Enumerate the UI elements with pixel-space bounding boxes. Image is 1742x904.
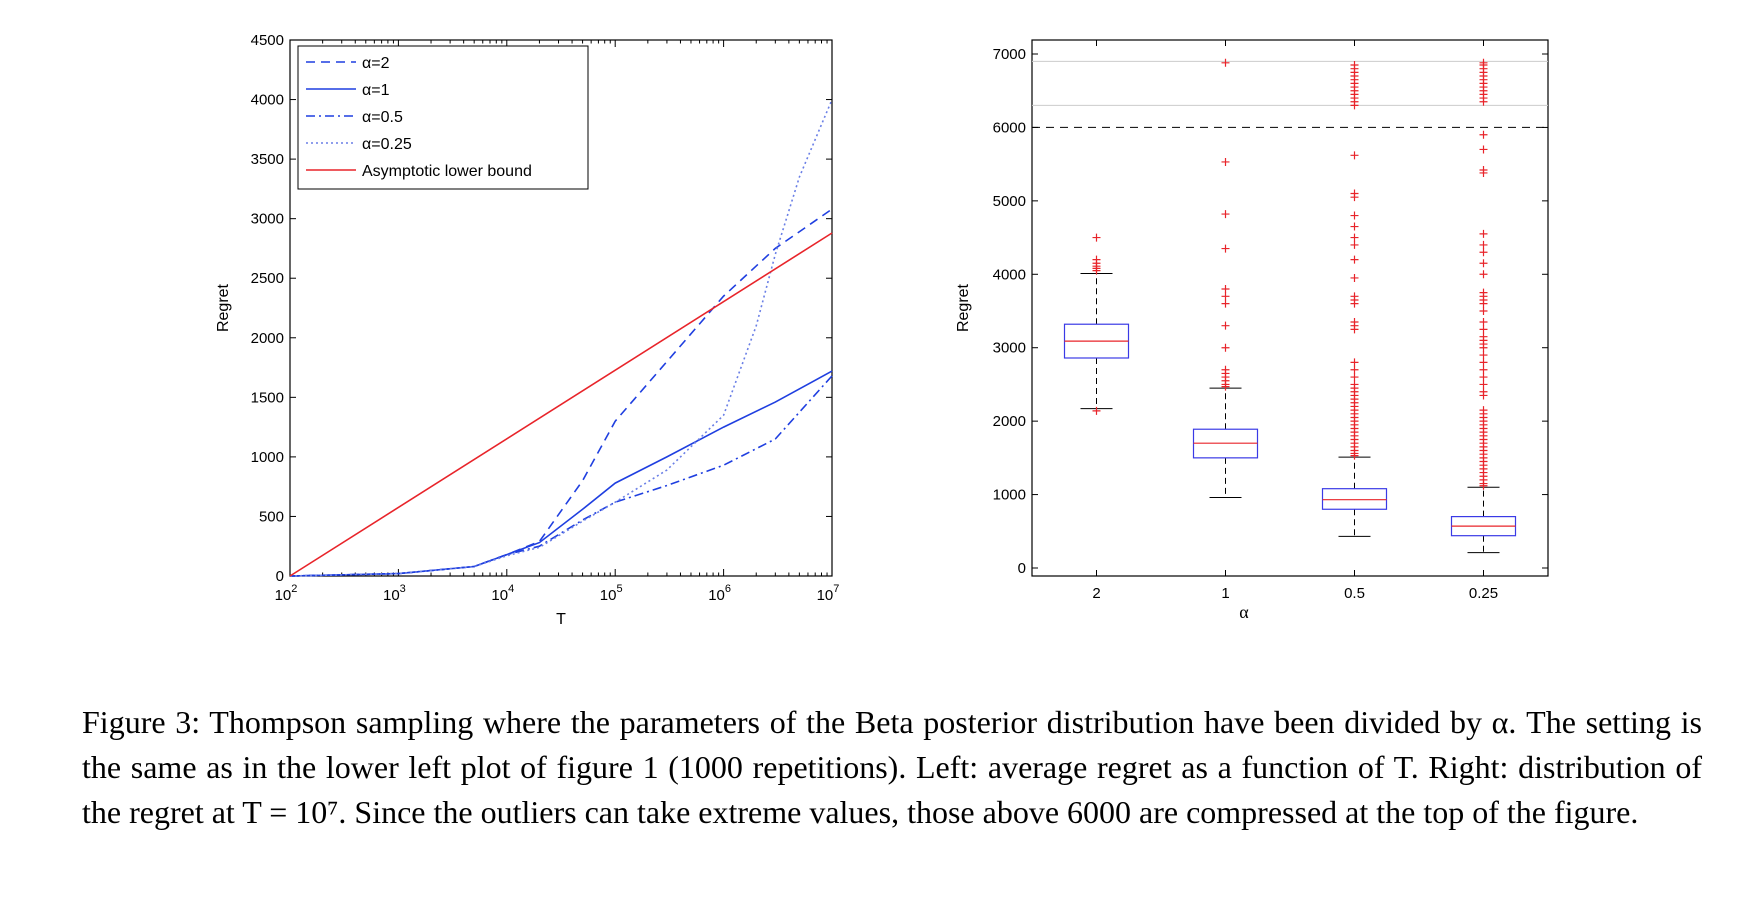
outlier-marker	[1350, 151, 1359, 160]
series-line	[289, 232, 833, 577]
y-tick-label: 1000	[993, 487, 1026, 504]
outlier-marker	[1479, 240, 1488, 249]
outlier-marker	[1479, 365, 1488, 374]
x-tick-label: 106	[708, 583, 731, 604]
outlier-marker	[1221, 58, 1230, 67]
outlier-marker	[1221, 299, 1230, 308]
right-axes-frame	[1031, 39, 1549, 577]
outlier-marker	[1350, 373, 1359, 382]
outlier-marker	[1479, 145, 1488, 154]
outlier-marker	[1479, 358, 1488, 367]
y-axis-label: Regret	[215, 283, 232, 332]
y-tick-label: 4000	[993, 266, 1026, 283]
box	[1321, 488, 1388, 510]
outlier-marker	[1350, 365, 1359, 374]
outlier-marker	[1221, 321, 1230, 330]
series-line	[289, 99, 833, 577]
series-line	[289, 208, 833, 577]
y-tick-label: 2000	[993, 413, 1026, 430]
y-tick-label: 7000	[993, 46, 1026, 63]
outlier-marker	[1221, 284, 1230, 293]
outlier-marker	[1350, 318, 1359, 327]
outlier-marker	[1092, 406, 1101, 415]
outlier-marker	[1479, 307, 1488, 315]
outlier-marker	[1221, 244, 1230, 253]
outlier-marker	[1350, 189, 1359, 198]
x-tick-label: 107	[817, 583, 840, 604]
y-tick-label: 5000	[993, 193, 1026, 210]
x-tick-label: 103	[383, 583, 406, 604]
outlier-marker	[1221, 210, 1230, 219]
outlier-marker	[1221, 343, 1230, 352]
y-tick-label: 1500	[251, 389, 284, 406]
outlier-marker	[1479, 332, 1488, 341]
y-tick-label: 500	[259, 508, 284, 525]
outlier-marker	[1479, 351, 1488, 360]
y-tick-label: 6000	[993, 119, 1026, 136]
x-tick-label: 0.25	[1469, 585, 1498, 602]
y-tick-label: 1000	[251, 449, 284, 466]
outlier-marker	[1479, 387, 1488, 396]
outlier-marker	[1479, 318, 1488, 327]
y-tick-label: 4000	[251, 92, 284, 109]
x-tick-label: 105	[600, 583, 623, 604]
y-tick-label: 3000	[993, 340, 1026, 357]
outlier-marker	[1350, 358, 1359, 367]
x-axis-label: T	[556, 611, 566, 628]
outlier-marker	[1221, 365, 1230, 374]
outlier-marker	[1350, 273, 1359, 282]
outlier-marker	[1479, 58, 1488, 67]
series-line	[289, 375, 833, 577]
x-tick-label: 0.5	[1344, 585, 1365, 602]
series-line	[289, 370, 833, 577]
y-tick-label: 2500	[251, 270, 284, 287]
outlier-marker	[1479, 166, 1488, 175]
x-tick-label: 102	[275, 583, 298, 604]
outlier-marker	[1479, 380, 1488, 389]
legend-label: α=0.5	[362, 109, 403, 126]
legend-label: α=0.25	[362, 136, 412, 153]
outlier-marker	[1350, 233, 1359, 242]
outlier-marker	[1221, 157, 1230, 166]
legend-label: Asymptotic lower bound	[362, 163, 532, 180]
outlier-marker	[1479, 259, 1488, 268]
outlier-marker	[1479, 130, 1488, 139]
outlier-marker	[1350, 222, 1359, 231]
x-tick-label: 1	[1221, 585, 1229, 602]
y-tick-label: 4500	[251, 32, 284, 49]
outlier-marker	[1479, 325, 1488, 334]
legend-label: α=1	[362, 82, 390, 99]
y-tick-label: 2000	[251, 330, 284, 347]
outlier-marker	[1479, 406, 1488, 415]
y-tick-label: 3500	[251, 151, 284, 168]
outlier-marker	[1479, 373, 1488, 382]
left-axes-frame	[289, 39, 833, 577]
left-line-chart: 0 500 1000 1500 2000 2500 3000 3500 4000 4500 102 1…	[215, 32, 839, 628]
x-tick-label: 104	[491, 583, 514, 604]
y-axis-label: Regret	[955, 283, 972, 332]
y-tick-label: 0	[1018, 560, 1026, 577]
outlier-marker	[1479, 270, 1488, 279]
outlier-marker	[1350, 255, 1359, 264]
outlier-marker	[1350, 380, 1359, 389]
right-box-plot: 0 1000 2000 3000 4000 5000 6000 7000 2 1 0.5 0.25 α R…	[955, 39, 1549, 622]
outlier-marker	[1479, 288, 1488, 297]
outlier-marker	[1350, 292, 1359, 301]
legend-label: α=2	[362, 55, 390, 72]
outlier-marker	[1479, 229, 1488, 238]
y-tick-label: 0	[276, 568, 284, 585]
outlier-marker	[1479, 248, 1488, 257]
x-axis-label: α	[1239, 602, 1249, 622]
figure-caption: Figure 3: Thompson sampling where the pa…	[82, 704, 1702, 830]
outlier-marker	[1350, 240, 1359, 249]
outlier-marker	[1092, 255, 1101, 264]
outlier-marker	[1350, 211, 1359, 220]
x-tick-label: 2	[1092, 585, 1100, 602]
outlier-marker	[1092, 233, 1101, 242]
y-tick-label: 3000	[251, 211, 284, 228]
legend-box	[297, 45, 589, 190]
outlier-marker	[1350, 61, 1359, 70]
outlier-marker	[1221, 292, 1230, 301]
